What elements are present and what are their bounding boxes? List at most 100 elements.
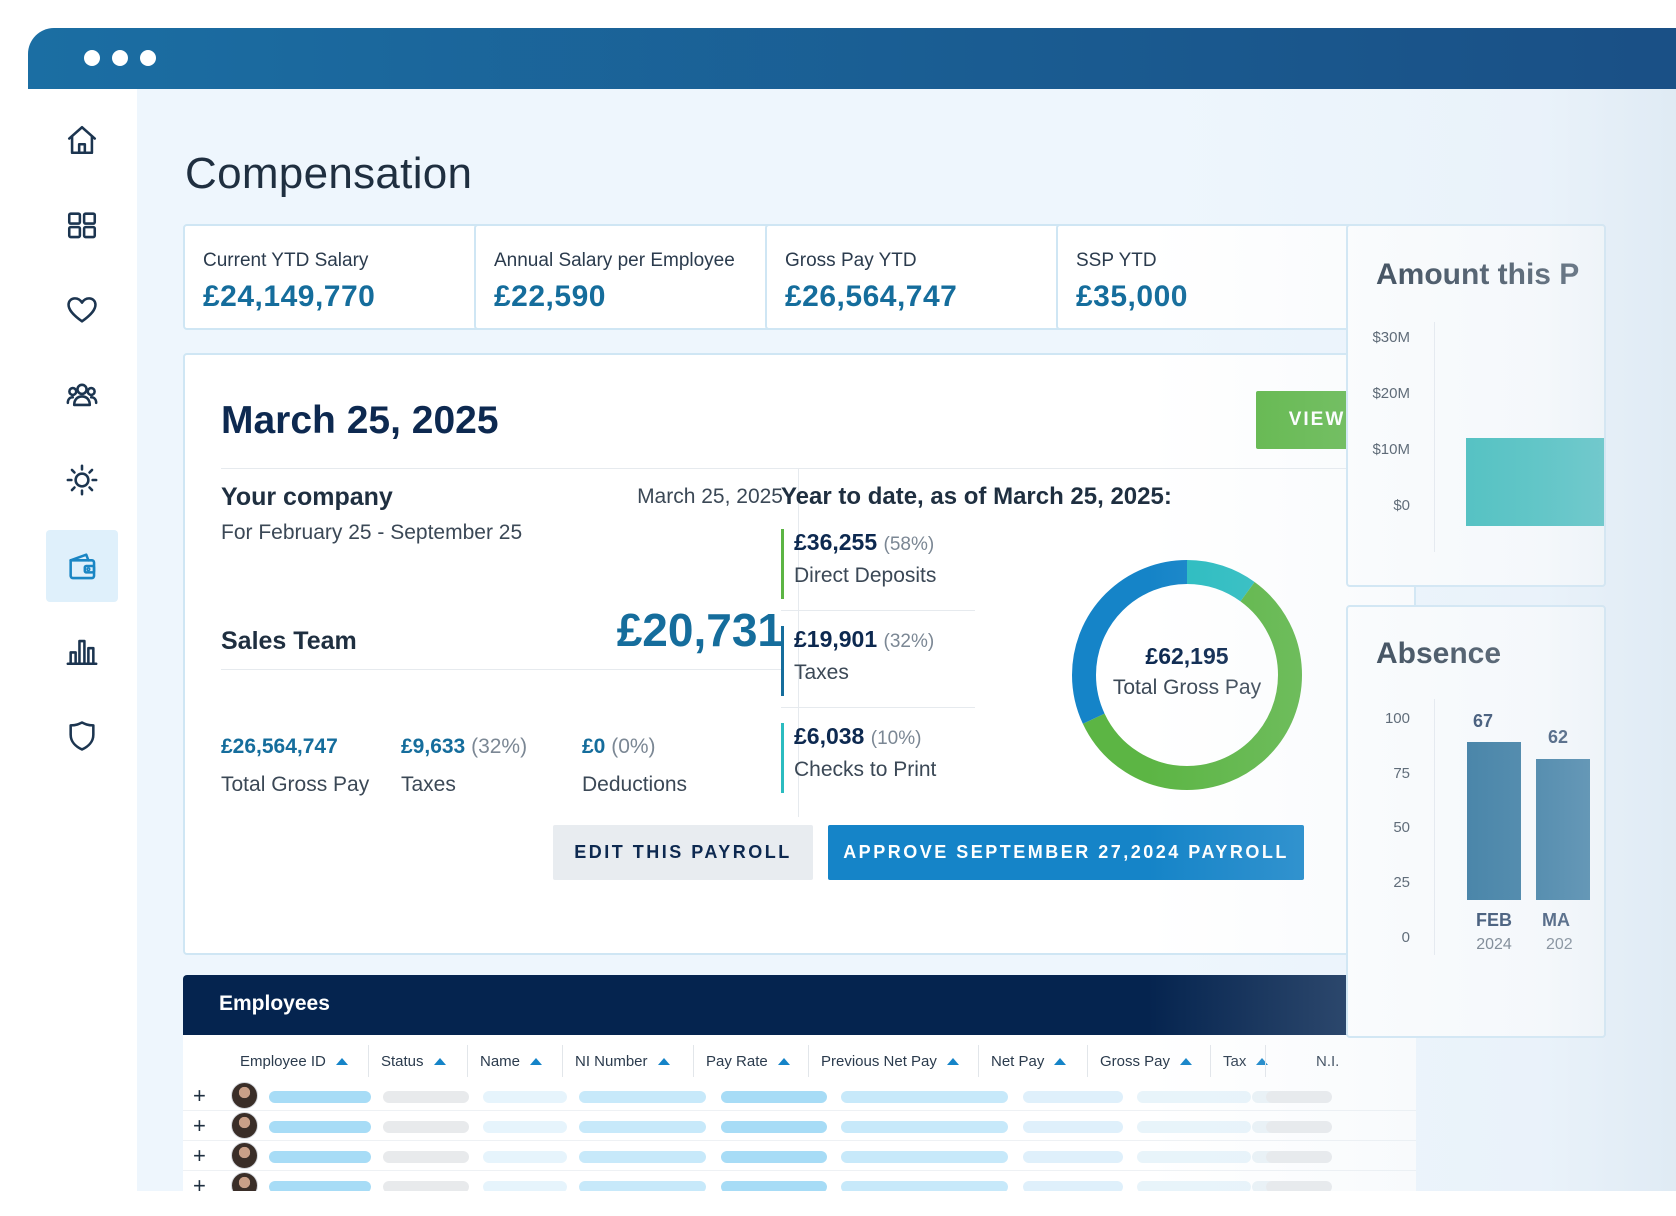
sort-ascending-icon[interactable]	[335, 1057, 348, 1065]
cell-placeholder	[269, 1121, 371, 1133]
ytd-label: Checks to Print	[794, 758, 937, 781]
column-header-label: NI Number	[575, 1052, 648, 1070]
sort-ascending-icon[interactable]	[530, 1057, 543, 1065]
nav-people[interactable]	[46, 359, 118, 431]
home-icon	[67, 125, 97, 155]
summary-percent: (0%)	[611, 735, 656, 758]
stat-card-ssp[interactable]: SSP YTD £35,000	[1056, 224, 1355, 330]
absence-panel: Absence 100 75 50 25 0 67 FEB 2024 62 MA…	[1346, 605, 1606, 1038]
column-separator	[467, 1045, 468, 1077]
column-header[interactable]: Status	[381, 1047, 446, 1075]
sort-ascending-icon[interactable]	[777, 1057, 790, 1065]
sort-ascending-icon[interactable]	[946, 1057, 959, 1065]
divider	[221, 468, 1378, 469]
cell-placeholder	[1023, 1181, 1123, 1191]
main-content: Compensation Current YTD Salary £24,149,…	[137, 89, 1676, 1191]
stat-card-gross-pay[interactable]: Gross Pay YTD £26,564,747	[765, 224, 1064, 330]
y-tick: 0	[1401, 929, 1410, 946]
table-row[interactable]: +	[183, 1141, 1416, 1171]
expand-row-icon[interactable]: +	[193, 1143, 206, 1168]
table-row[interactable]: +	[183, 1171, 1416, 1191]
ytd-percent: (10%)	[870, 728, 922, 749]
employees-header: Employees	[183, 975, 1416, 1035]
cell-placeholder	[1023, 1121, 1123, 1133]
edit-payroll-button[interactable]: EDIT THIS PAYROLL	[553, 825, 813, 880]
summary-taxes: £9,633 (32%) Taxes	[401, 735, 527, 797]
window-dot[interactable]	[84, 50, 100, 66]
column-header[interactable]: Name	[480, 1047, 543, 1075]
stat-label: SSP YTD	[1076, 250, 1157, 271]
y-tick: 50	[1393, 819, 1410, 836]
nav-security[interactable]	[46, 700, 118, 772]
bar-month: FEB	[1476, 910, 1512, 930]
ytd-taxes: £19,901 (32%) Taxes	[781, 626, 975, 696]
summary-value: £9,633	[401, 735, 466, 758]
approve-payroll-button[interactable]: APPROVE SEPTEMBER 27,2024 PAYROLL	[828, 825, 1304, 880]
column-header-label: Previous Net Pay	[821, 1052, 937, 1070]
sort-ascending-icon[interactable]	[433, 1057, 446, 1065]
nav-wellbeing[interactable]	[46, 444, 118, 516]
column-separator	[562, 1045, 563, 1077]
summary-label: Total Gross Pay	[221, 773, 370, 796]
stat-label: Annual Salary per Employee	[494, 250, 735, 271]
table-row[interactable]: +	[183, 1111, 1416, 1141]
column-header[interactable]: Pay Rate	[706, 1047, 790, 1075]
cell-placeholder	[383, 1181, 469, 1191]
cell-placeholder	[841, 1091, 1008, 1103]
nav-reports[interactable]	[46, 615, 118, 687]
shield-icon	[69, 721, 95, 751]
stat-label: Current YTD Salary	[203, 250, 369, 271]
sort-ascending-icon[interactable]	[1180, 1057, 1193, 1065]
summary-total-gross: £26,564,747 Total Gross Pay	[221, 735, 369, 797]
column-header[interactable]: Employee ID	[240, 1047, 348, 1075]
sort-ascending-icon[interactable]	[657, 1057, 670, 1065]
cell-placeholder	[721, 1091, 827, 1103]
ytd-value: £36,255	[794, 529, 878, 555]
cell-placeholder	[579, 1091, 706, 1103]
column-header[interactable]: N.I.	[1316, 1047, 1339, 1075]
ytd-title: Year to date, as of March 25, 2025:	[781, 483, 1172, 510]
bar-month: MA	[1542, 910, 1570, 930]
cell-placeholder	[841, 1181, 1008, 1191]
summary-label: Taxes	[401, 773, 456, 796]
cell-placeholder	[579, 1181, 706, 1191]
y-tick: $30M	[1372, 329, 1410, 346]
company-date: March 25, 2025	[637, 485, 783, 508]
cell-placeholder	[1023, 1151, 1123, 1163]
column-header[interactable]: Tax	[1223, 1047, 1269, 1075]
table-row[interactable]: +	[183, 1081, 1416, 1111]
stat-card-ytd-salary[interactable]: Current YTD Salary £24,149,770	[183, 224, 482, 330]
stat-card-salary-per-employee[interactable]: Annual Salary per Employee £22,590	[474, 224, 773, 330]
nav-home[interactable]	[46, 104, 118, 176]
nav-compensation[interactable]	[46, 530, 118, 602]
stat-value: £35,000	[1076, 280, 1188, 313]
bar-year: 202	[1546, 936, 1573, 953]
ytd-value: £6,038	[794, 723, 865, 749]
window-dot[interactable]	[112, 50, 128, 66]
column-header[interactable]: NI Number	[575, 1047, 670, 1075]
team-amount: £20,731	[616, 604, 783, 656]
stat-label: Gross Pay YTD	[785, 250, 917, 271]
employees-title: Employees	[219, 992, 330, 1015]
expand-row-icon[interactable]: +	[193, 1113, 206, 1138]
column-separator	[693, 1045, 694, 1077]
nav-benefits[interactable]	[46, 274, 118, 346]
cell-placeholder	[1137, 1091, 1251, 1103]
column-header-label: N.I.	[1316, 1052, 1340, 1070]
column-header[interactable]: Previous Net Pay	[821, 1047, 959, 1075]
window-dot[interactable]	[140, 50, 156, 66]
column-header[interactable]: Gross Pay	[1100, 1047, 1193, 1075]
divider	[798, 469, 799, 817]
column-header[interactable]: Net Pay	[991, 1047, 1067, 1075]
cell-placeholder	[269, 1091, 371, 1103]
y-tick: $0	[1393, 497, 1410, 514]
stat-value: £22,590	[494, 280, 606, 313]
nav-dashboard[interactable]	[46, 189, 118, 261]
sort-ascending-icon[interactable]	[1054, 1057, 1067, 1065]
expand-row-icon[interactable]: +	[193, 1083, 206, 1108]
avatar	[231, 1112, 258, 1139]
y-tick: 100	[1384, 710, 1410, 727]
sort-ascending-icon[interactable]	[1256, 1057, 1269, 1065]
expand-row-icon[interactable]: +	[193, 1173, 206, 1191]
bar-value: 62	[1548, 727, 1569, 747]
